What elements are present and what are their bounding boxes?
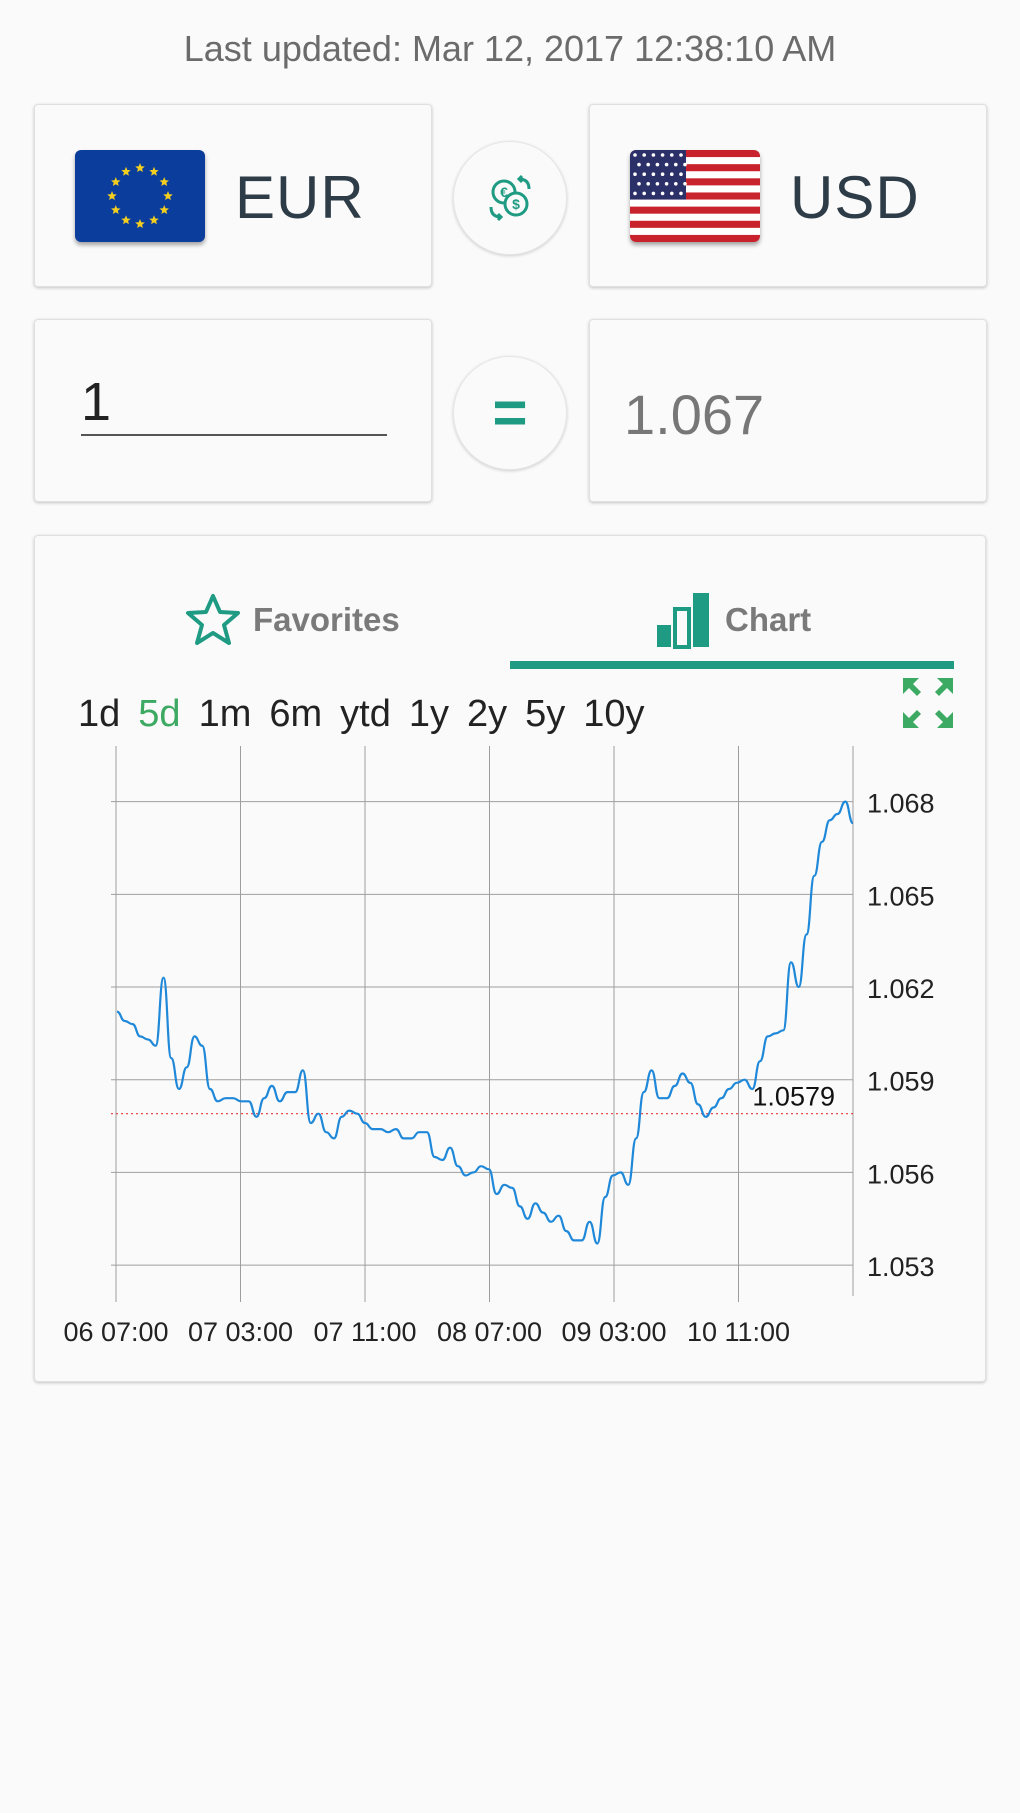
from-currency-selector[interactable]: EUR [34, 104, 432, 287]
range-option-1d[interactable]: 1d [78, 693, 121, 735]
range-option-2y[interactable]: 2y [467, 693, 508, 735]
range-option-5d[interactable]: 5d [138, 693, 181, 735]
x-tick-label: 07 03:00 [188, 1317, 293, 1347]
price-series-line [116, 800, 854, 1245]
us-flag-icon [630, 150, 760, 242]
range-option-5y[interactable]: 5y [525, 693, 566, 735]
star-outline-icon [186, 594, 240, 645]
range-option-10y[interactable]: 10y [583, 693, 645, 735]
x-tick-label: 06 07:00 [63, 1317, 168, 1347]
range-option-1y[interactable]: 1y [408, 693, 449, 735]
y-tick-label: 1.056 [867, 1159, 935, 1189]
result-card: 1.067 [589, 319, 987, 502]
svg-text:€: € [500, 184, 508, 200]
x-tick-label: 09 03:00 [561, 1317, 666, 1347]
range-option-ytd[interactable]: ytd [340, 693, 391, 735]
tab-favorites-label: Favorites [253, 601, 400, 638]
range-option-6m[interactable]: 6m [269, 693, 323, 735]
last-updated-text: Last updated: Mar 12, 2017 12:38:10 AM [183, 28, 837, 69]
y-tick-label: 1.068 [867, 789, 935, 819]
swap-currencies-button[interactable]: € $ [453, 141, 567, 255]
y-tick-label: 1.053 [867, 1252, 935, 1282]
chart-grid [111, 746, 854, 1302]
y-tick-label: 1.065 [867, 881, 935, 911]
to-currency-code: USD [790, 164, 920, 231]
x-tick-label: 08 07:00 [437, 1317, 542, 1347]
equals-button[interactable]: = [453, 356, 567, 470]
price-chart[interactable]: 1.068 1.065 1.062 1.059 1.056 1.053 06 07:00 07… [35, 746, 987, 1366]
amount-input[interactable] [81, 370, 387, 436]
tab-chart[interactable]: Chart [655, 590, 811, 650]
x-tick-label: 10 11:00 [687, 1317, 790, 1347]
to-currency-selector[interactable]: USD [589, 104, 987, 287]
chart-card: Favorites Chart 1d 5d 1m 6m ytd 1y 2y 5y 10y 1.0… [34, 535, 986, 1382]
from-currency-code: EUR [235, 164, 365, 231]
converted-amount: 1.067 [624, 383, 765, 446]
expand-icon [903, 678, 953, 728]
y-tick-label: 1.062 [867, 974, 935, 1004]
equals-icon: = [492, 379, 528, 446]
svg-text:$: $ [512, 196, 520, 212]
range-option-1m[interactable]: 1m [198, 693, 252, 735]
bar-chart-icon [657, 593, 709, 649]
currency-swap-icon: € $ [489, 174, 531, 222]
range-selector: 1d 5d 1m 6m ytd 1y 2y 5y 10y [69, 684, 654, 744]
active-tab-indicator [510, 661, 954, 669]
y-tick-label: 1.059 [867, 1067, 935, 1097]
reference-line-label: 1.0579 [752, 1082, 835, 1112]
amount-card [34, 319, 432, 502]
tab-chart-label: Chart [725, 601, 812, 638]
tab-favorites[interactable]: Favorites [185, 590, 400, 650]
fullscreen-button[interactable] [901, 676, 955, 730]
x-tick-label: 07 11:00 [313, 1317, 416, 1347]
eu-flag-icon [75, 150, 205, 242]
